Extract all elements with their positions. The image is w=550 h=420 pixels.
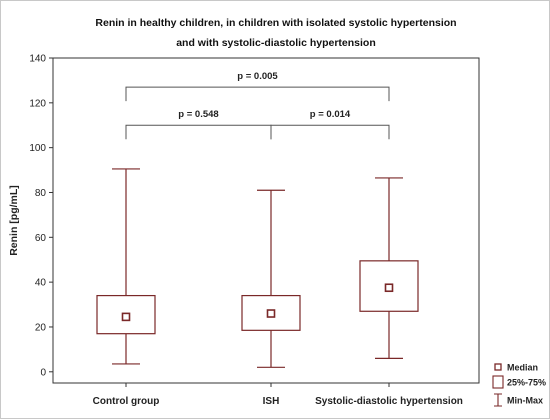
y-tick-label: 120: [29, 98, 46, 109]
median-marker: [266, 309, 276, 318]
legend-label: Median: [507, 363, 538, 373]
significance-label: p = 0.548: [178, 109, 218, 120]
y-axis-label: Renin [pg/mL]: [8, 185, 20, 256]
y-tick-label: 60: [35, 233, 47, 244]
legend-box-icon: [492, 375, 504, 389]
significance-label: p = 0.005: [237, 71, 278, 82]
x-tick-label: Systolic-diastolic hypertension: [315, 396, 463, 407]
x-tick-label: ISH: [263, 396, 280, 407]
y-tick-label: 80: [35, 188, 47, 199]
median-marker: [384, 283, 394, 293]
plot-frame: [52, 57, 480, 384]
y-tick-label: 40: [35, 278, 47, 289]
legend-label: 25%-75%: [507, 378, 546, 388]
y-tick-label: 0: [40, 367, 46, 378]
chart-subtitle: and with systolic-diastolic hypertension: [176, 37, 376, 49]
significance-bracket: [125, 124, 272, 140]
significance-bracket: [125, 86, 390, 102]
legend-whisker-icon: [494, 393, 502, 407]
median-marker: [121, 312, 131, 322]
chart-title: Renin in healthy children, in children w…: [95, 17, 457, 29]
x-tick-label: Control group: [93, 396, 160, 407]
y-tick-label: 100: [29, 143, 46, 154]
y-tick-label: 20: [35, 322, 47, 333]
legend-label: Min-Max: [507, 396, 543, 406]
legend-median-icon: [494, 363, 502, 371]
y-tick-label: 140: [29, 54, 46, 65]
significance-bracket: [270, 124, 390, 140]
significance-label: p = 0.014: [310, 109, 351, 120]
